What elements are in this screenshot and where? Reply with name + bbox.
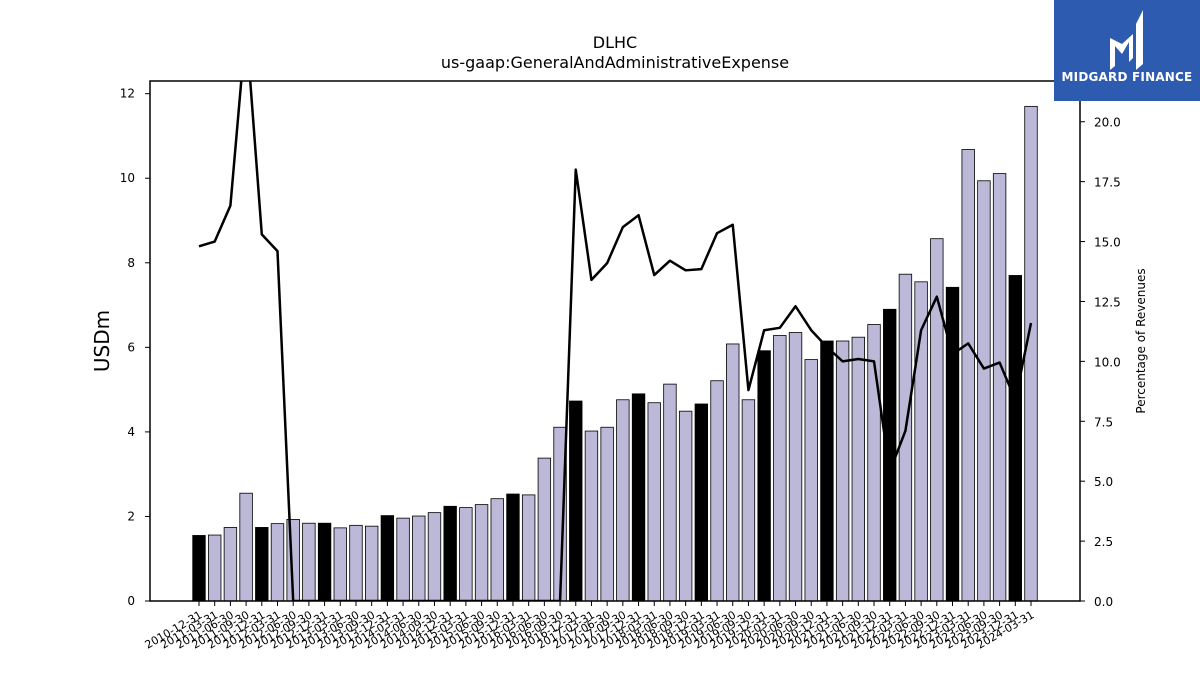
y2-tick-label: 10.0 <box>1094 355 1121 369</box>
bar <box>427 512 442 602</box>
y2-tick-label: 2.5 <box>1094 535 1113 549</box>
bar <box>396 517 410 602</box>
axes: 0 2 4 6 8 10 12 0.0 2.5 5.0 7.5 10.0 12.5 15.0 17.5 20.… <box>120 80 1121 652</box>
logo-wordmark: MIDGARD FINANCE <box>1061 70 1193 84</box>
bar <box>961 149 975 602</box>
bar <box>710 380 724 602</box>
bar <box>255 527 269 602</box>
y2-tick-label: 0.0 <box>1094 595 1113 609</box>
bar <box>757 350 771 602</box>
y2-tick-label: 7.5 <box>1094 415 1113 429</box>
line-layer <box>198 81 1033 601</box>
bar <box>678 410 693 602</box>
bar <box>474 504 489 602</box>
y-tick-label: 10 <box>120 171 135 185</box>
bar <box>1008 275 1022 602</box>
bar <box>804 359 818 602</box>
bar <box>349 524 363 602</box>
bar <box>820 340 834 602</box>
bar <box>506 493 520 602</box>
y-tick-label: 0 <box>127 594 135 608</box>
bar <box>208 534 222 602</box>
bar <box>600 426 614 602</box>
bar <box>192 535 206 602</box>
bar <box>726 343 740 602</box>
bar <box>741 399 756 602</box>
y-tick-label: 8 <box>127 256 135 270</box>
bar <box>521 494 536 602</box>
bar <box>788 332 803 602</box>
bar <box>851 336 865 602</box>
bar <box>333 527 347 602</box>
logo-mark-icon <box>1110 10 1143 70</box>
midgard-finance-logo: MIDGARD FINANCE <box>1054 0 1200 101</box>
y-tick-label: 12 <box>120 87 135 101</box>
bar <box>317 522 332 602</box>
bar <box>616 399 630 602</box>
plot-frame <box>149 80 1081 602</box>
y2-tick-label: 17.5 <box>1094 176 1121 190</box>
chart-subtitle: us-gaap:GeneralAndAdministrativeExpense <box>441 53 789 72</box>
bar <box>239 492 253 602</box>
bar <box>380 515 395 602</box>
bar <box>537 457 552 602</box>
bar <box>270 523 285 602</box>
bar <box>364 525 379 602</box>
bar <box>459 507 473 602</box>
bar <box>835 340 850 602</box>
y-axis-label: USDm <box>90 310 114 372</box>
y2-tick-label: 12.5 <box>1094 295 1121 309</box>
chart-title: DLHC <box>593 33 637 52</box>
bar <box>647 402 661 602</box>
bar <box>569 400 583 602</box>
bar <box>663 383 677 602</box>
y2-axis-label: Percentage of Revenues <box>1134 268 1148 413</box>
bar <box>302 522 316 602</box>
y-tick-label: 4 <box>127 425 135 439</box>
bar-group <box>192 105 1038 602</box>
bar <box>443 505 457 602</box>
bar <box>930 238 944 602</box>
bar <box>694 403 709 602</box>
percentage-line <box>198 81 1033 601</box>
bar <box>1024 105 1038 602</box>
bar <box>584 430 599 602</box>
bar <box>992 173 1007 602</box>
y2-tick-label: 15.0 <box>1094 236 1121 250</box>
bar <box>977 180 991 602</box>
y2-tick-label: 5.0 <box>1094 475 1113 489</box>
bar <box>631 393 646 602</box>
bar <box>490 498 504 602</box>
bar <box>223 527 238 602</box>
y2-tick-label: 20.0 <box>1094 116 1121 130</box>
bar <box>883 308 897 602</box>
y-tick-label: 2 <box>127 509 135 523</box>
bar <box>412 515 426 602</box>
y-tick-label: 6 <box>127 340 135 354</box>
bar <box>898 273 913 602</box>
bar <box>773 335 787 602</box>
